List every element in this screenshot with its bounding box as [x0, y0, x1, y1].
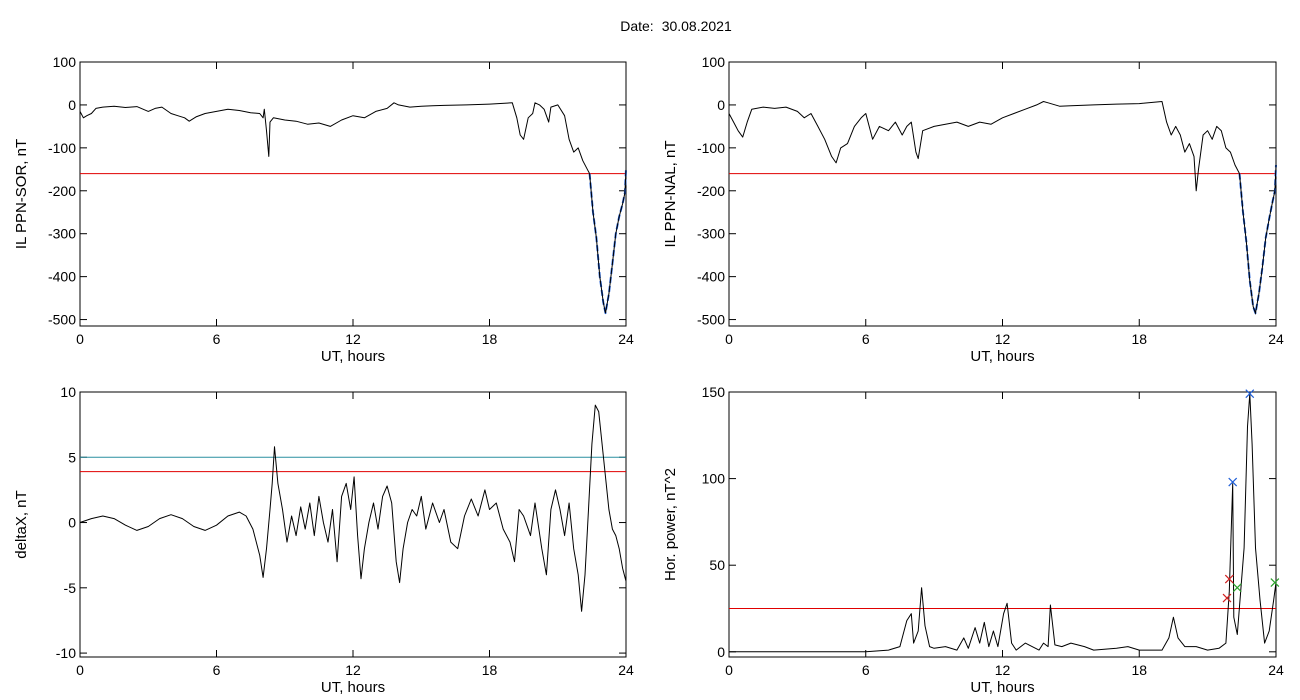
- x-tick-label: 12: [995, 662, 1011, 678]
- x-axis-label: UT, hours: [970, 679, 1034, 696]
- y-tick-label: -10: [56, 645, 76, 661]
- date-label: Date:: [620, 18, 654, 34]
- y-axis-label: IL PPN-NAL, nT: [662, 141, 679, 248]
- x-tick-label: 12: [345, 331, 361, 347]
- y-tick-label: 5: [68, 449, 76, 465]
- data-marker: [1228, 477, 1238, 487]
- chart-panel-1: 0 6 12 18 24 100 0 -100 -200 -300 -400 -500 UT, hour…: [13, 54, 634, 365]
- x-tick-label: 24: [618, 331, 634, 347]
- x-tick-label: 24: [1268, 331, 1284, 347]
- y-tick-label: 50: [709, 557, 725, 573]
- date-value: 30.08.2021: [661, 18, 732, 34]
- y-tick-label: -400: [48, 269, 76, 285]
- y-axis-label: deltaX, nT: [13, 490, 30, 558]
- data-marker: [1232, 583, 1242, 593]
- x-tick-label: 6: [213, 331, 221, 347]
- plot-frame: [79, 391, 627, 658]
- y-tick-label: -300: [48, 226, 76, 242]
- chart-panel-4: 0 6 12 18 24 150 100 50 0 UT, hours Hor. power, nT…: [662, 384, 1284, 696]
- series-line-1: [79, 102, 591, 174]
- chart-panel-3: 0 6 12 18 24 10 5 0 -5 -10 UT, hours deltaX, nT: [13, 384, 634, 696]
- data-marker: [1270, 578, 1280, 587]
- y-tick-label: 0: [717, 97, 725, 113]
- y-tick-label: -200: [697, 183, 725, 199]
- x-tick-label: 0: [725, 331, 733, 347]
- y-tick-label: 10: [60, 384, 76, 400]
- y-tick-label: -500: [697, 312, 725, 328]
- x-tick-label: 18: [482, 662, 498, 678]
- x-tick-label: 0: [725, 662, 733, 678]
- series-line-underlay: [589, 169, 627, 314]
- y-tick-label: -300: [697, 226, 725, 242]
- date-title: Date: 30.08.2021: [0, 18, 1300, 34]
- x-tick-label: 12: [345, 662, 361, 678]
- y-axis-label: IL PPN-SOR, nT: [13, 139, 30, 249]
- series-line-1: [728, 101, 1240, 192]
- series-line-2: [1238, 164, 1277, 315]
- y-tick-label: 0: [717, 644, 725, 660]
- series-line-1: [79, 404, 627, 612]
- y-tick-label: 100: [702, 54, 726, 70]
- plot-frame: [728, 61, 1277, 327]
- y-tick-label: 100: [53, 54, 77, 70]
- x-tick-label: 24: [618, 662, 634, 678]
- y-tick-label: -400: [697, 269, 725, 285]
- x-tick-label: 0: [76, 662, 84, 678]
- data-marker: [1224, 574, 1234, 584]
- data-marker: [1245, 389, 1255, 399]
- x-tick-label: 24: [1268, 662, 1284, 678]
- x-tick-label: 18: [1131, 331, 1147, 347]
- x-tick-label: 6: [862, 662, 870, 678]
- data-marker: [1222, 593, 1232, 603]
- y-tick-label: 0: [68, 515, 76, 531]
- y-tick-label: -100: [697, 140, 725, 156]
- y-tick-label: 150: [702, 384, 726, 400]
- x-axis-label: UT, hours: [970, 348, 1034, 365]
- x-axis-label: UT, hours: [321, 679, 385, 696]
- x-tick-label: 6: [862, 331, 870, 347]
- y-tick-label: -200: [48, 183, 76, 199]
- x-tick-label: 18: [482, 331, 498, 347]
- y-axis-label: Hor. power, nT^2: [662, 468, 679, 581]
- x-tick-label: 18: [1131, 662, 1147, 678]
- x-tick-label: 12: [995, 331, 1011, 347]
- plot-frame: [79, 61, 627, 327]
- series-line-1: [729, 393, 1277, 653]
- x-tick-label: 6: [213, 662, 221, 678]
- x-tick-label: 0: [76, 331, 84, 347]
- y-tick-label: -5: [64, 580, 77, 596]
- series-line-underlay: [1239, 164, 1277, 316]
- y-tick-label: -500: [48, 312, 76, 328]
- y-tick-label: 0: [68, 97, 76, 113]
- chart-panel-2: 0 6 12 18 24 100 0 -100 -200 -300 -400 -500 UT, hour…: [662, 54, 1284, 365]
- x-axis-label: UT, hours: [321, 348, 385, 365]
- y-tick-label: 100: [702, 471, 726, 487]
- y-tick-label: -100: [48, 140, 76, 156]
